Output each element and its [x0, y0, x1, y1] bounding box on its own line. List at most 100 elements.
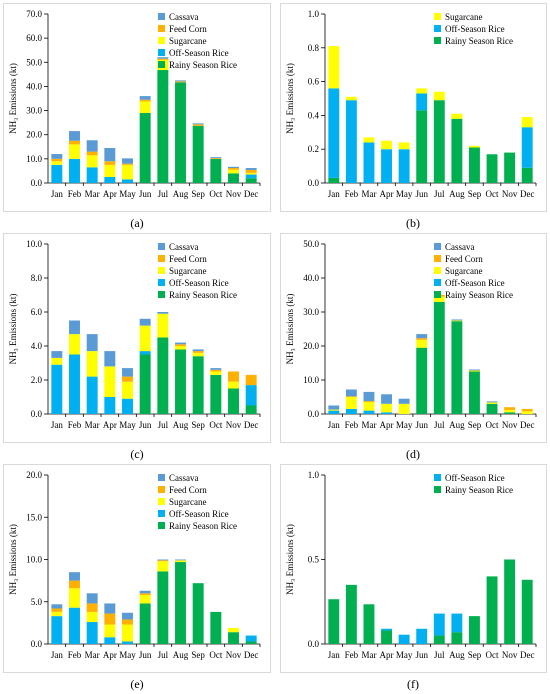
bar-segment-cassava: [139, 96, 151, 100]
y-tick-label: 5.0: [31, 597, 43, 607]
bar-segment-rainy-season-rice: [433, 100, 445, 183]
y-tick-label: 8.0: [31, 273, 43, 283]
legend-label-feed-corn: Feed Corn: [169, 485, 207, 495]
bar-segment-sugarcane: [86, 155, 98, 168]
legend-swatch-sugarcane: [158, 267, 165, 274]
bar-segment-feed-corn: [157, 58, 169, 60]
x-tick-label: Nov: [502, 189, 518, 199]
bar-segment-feed-corn: [228, 371, 239, 382]
bar-segment-off-season-rice: [521, 127, 533, 168]
bar-segment-rainy-season-rice: [175, 82, 186, 183]
bar-segment-off-season-rice: [398, 634, 410, 644]
legend-swatch-rainy-season-rice: [158, 61, 165, 68]
bar-segment-cassava: [192, 349, 204, 352]
x-tick-label: Mar: [85, 189, 100, 199]
x-tick-label: Oct: [209, 650, 222, 660]
x-tick-label: Sep: [191, 420, 205, 430]
bar-segment-cassava: [86, 593, 98, 604]
legend-label-off-season-rice: Off-Season Rice: [445, 278, 505, 288]
bar-segment-sugarcane: [363, 402, 375, 411]
bar-segment-cassava: [210, 368, 222, 370]
bar-segment-feed-corn: [192, 351, 204, 353]
x-tick-label: Jun: [139, 650, 152, 660]
chart-svg: 0.0 10.0 20.0 30.0 40.0 50.0 60.0 70.0 NH₃ Emiss…: [8, 9, 261, 199]
bar-segment-sugarcane: [245, 172, 257, 175]
y-axis-title: NH₃ Emissions (kt): [285, 63, 295, 134]
bar-segment-sugarcane: [157, 313, 169, 338]
bar-segment-off-season-rice: [104, 637, 116, 644]
y-tick-label: 40.0: [26, 81, 42, 91]
bar-segment-sugarcane: [69, 334, 80, 355]
bar-segment-rainy-season-rice: [486, 154, 498, 183]
y-tick-label: 50.0: [26, 57, 42, 67]
bar-segment-off-season-rice: [416, 628, 428, 644]
bar-segment-off-season-rice: [328, 410, 340, 414]
bar-segment-sugarcane: [433, 296, 445, 302]
y-tick-label: 0.6: [308, 77, 320, 87]
x-tick-label: Jul: [158, 650, 169, 660]
x-tick-label: Apr: [103, 650, 117, 660]
bar-segment-cassava: [210, 157, 222, 159]
legend-label-sugarcane: Sugarcane: [445, 12, 482, 22]
bar-segment-off-season-rice: [69, 354, 80, 414]
x-tick-label: Feb: [345, 189, 359, 199]
bar-segment-rainy-season-rice: [521, 167, 533, 183]
x-tick-label: Mar: [361, 650, 376, 660]
x-tick-label: Apr: [103, 420, 117, 430]
y-tick-label: 0.0: [308, 178, 320, 188]
x-tick-label: Jul: [434, 420, 445, 430]
bar-segment-feed-corn: [175, 344, 186, 346]
bar-segment-rainy-season-rice: [210, 611, 222, 644]
x-tick-label: Mar: [85, 650, 100, 660]
x-tick-label: Mar: [361, 420, 376, 430]
bar-segment-sugarcane: [328, 409, 340, 411]
bar-segment-feed-corn: [521, 408, 533, 412]
bar-segment-off-season-rice: [104, 397, 116, 414]
bar-segment-rainy-season-rice: [451, 118, 463, 183]
bar-segment-feed-corn: [69, 140, 80, 145]
panel-caption-f: (f): [407, 677, 419, 691]
bar-segment-off-season-rice: [51, 616, 63, 644]
legend-swatch-feed-corn: [158, 255, 165, 262]
bar-segment-off-season-rice: [51, 364, 63, 414]
bar-segment-off-season-rice: [122, 641, 133, 644]
x-tick-label: Jun: [415, 420, 428, 430]
bar-segment-off-season-rice: [104, 176, 116, 183]
bar-segment-cassava: [381, 394, 392, 404]
legend-label-off-season-rice: Off-Season Rice: [445, 473, 505, 483]
bar-segment-cassava: [175, 80, 186, 82]
x-tick-label: Jan: [51, 189, 63, 199]
x-tick-label: Feb: [345, 650, 359, 660]
bar-segment-rainy-season-rice: [416, 110, 428, 183]
bar-segment-cassava: [157, 312, 169, 314]
bar-segment-sugarcane: [521, 117, 533, 128]
bar-segment-sugarcane: [122, 624, 133, 642]
y-tick-label: 20.0: [303, 341, 319, 351]
bar-segment-cassava: [139, 318, 151, 326]
bar-segment-off-season-rice: [345, 408, 357, 414]
x-tick-label: Feb: [345, 420, 359, 430]
bar-segment-off-season-rice: [381, 628, 392, 631]
bar-segment-feed-corn: [157, 560, 169, 562]
y-tick-label: 6.0: [31, 307, 43, 317]
x-tick-label: Feb: [68, 650, 82, 660]
x-tick-label: Oct: [486, 650, 499, 660]
bar-segment-feed-corn: [86, 151, 98, 156]
bar-segment-sugarcane: [104, 366, 116, 397]
y-axis-title: NH₃ Emissions (kt): [285, 294, 295, 365]
bar-segment-sugarcane: [381, 140, 392, 150]
bar-segment-off-season-rice: [86, 376, 98, 414]
bar-segment-rainy-season-rice: [345, 584, 357, 644]
bar-segment-rainy-season-rice: [210, 158, 222, 183]
bar-segment-sugarcane: [122, 381, 133, 399]
x-tick-label: Dec: [520, 189, 535, 199]
bar-segment-rainy-season-rice: [192, 583, 204, 644]
bar-segment-sugarcane: [122, 164, 133, 180]
x-tick-label: Jun: [139, 420, 152, 430]
bar-segment-sugarcane: [210, 371, 222, 375]
y-tick-label: 0.8: [308, 43, 320, 53]
legend-label-rainy-season-rice: Rainy Season Rice: [445, 290, 513, 300]
legend-label-sugarcane: Sugarcane: [445, 266, 482, 276]
bar-segment-rainy-season-rice: [157, 337, 169, 414]
bar-segment-feed-corn: [192, 124, 204, 126]
